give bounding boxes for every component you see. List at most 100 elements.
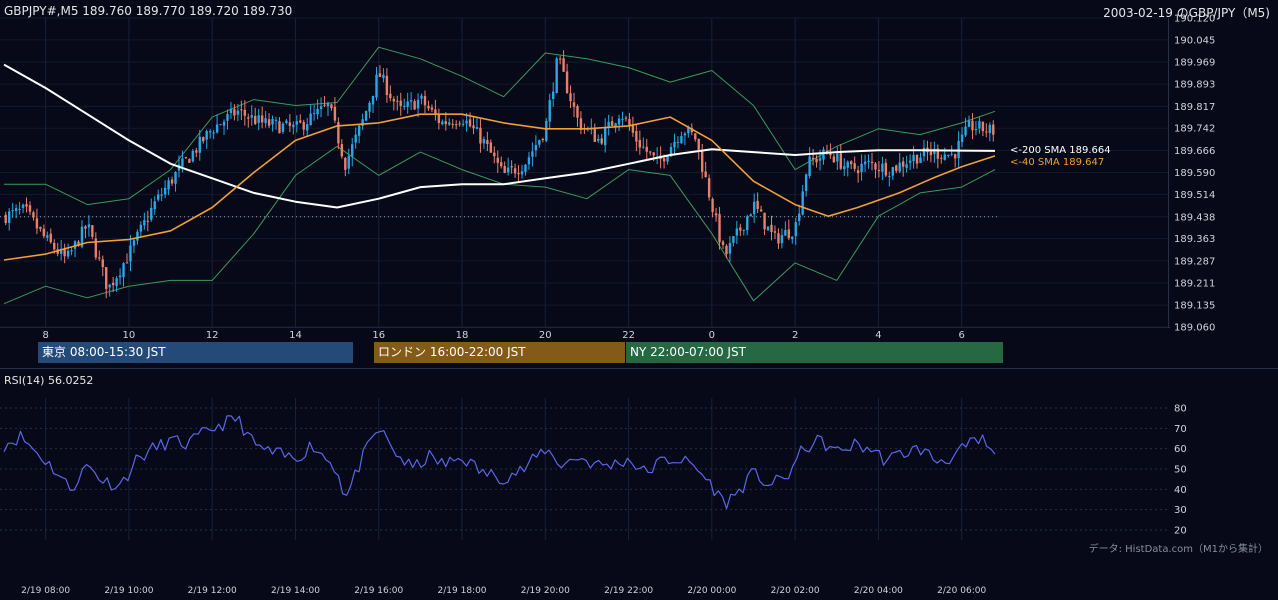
session-london: ロンドン 16:00-22:00 JST bbox=[374, 342, 625, 363]
candle-body bbox=[846, 161, 849, 168]
candle-body bbox=[108, 284, 111, 288]
candle-body bbox=[614, 123, 617, 128]
candle-body bbox=[506, 167, 510, 173]
price-x-tick-label: 18 bbox=[456, 330, 469, 341]
rsi-y-tick-label: 70 bbox=[1174, 424, 1187, 435]
candle-body bbox=[500, 162, 503, 167]
candle-body bbox=[42, 228, 46, 237]
candle-body bbox=[451, 123, 454, 125]
rsi-line bbox=[3, 415, 996, 510]
candle-body bbox=[260, 115, 264, 123]
candle-body bbox=[191, 150, 195, 162]
candle-body bbox=[853, 163, 856, 169]
candle-body bbox=[288, 122, 292, 126]
candle-body bbox=[63, 248, 66, 257]
candle-body bbox=[340, 144, 344, 157]
candle-body bbox=[385, 75, 389, 96]
candle-body bbox=[87, 224, 91, 228]
candle-body bbox=[156, 194, 160, 200]
candle-body bbox=[555, 58, 558, 94]
candle-body bbox=[364, 111, 368, 121]
candle-body bbox=[496, 157, 499, 163]
candle-body bbox=[316, 108, 319, 115]
candle-body bbox=[801, 191, 804, 215]
candle-body bbox=[541, 138, 545, 140]
candle-body bbox=[486, 140, 489, 145]
candle-body bbox=[420, 95, 423, 99]
sma40-label: <-40 SMA 189.647 bbox=[1010, 157, 1104, 168]
candle-body bbox=[804, 174, 808, 191]
candle-body bbox=[513, 168, 517, 174]
rsi-x-tick-label: 2/19 18:00 bbox=[438, 586, 487, 596]
candle-body bbox=[122, 263, 125, 278]
candle-body bbox=[136, 231, 139, 241]
candle-body bbox=[371, 95, 375, 105]
rsi-x-tick-label: 2/20 00:00 bbox=[687, 586, 736, 596]
candle-body bbox=[593, 128, 596, 142]
candle-body bbox=[687, 127, 690, 134]
candle-body bbox=[337, 122, 340, 144]
candle-body bbox=[326, 102, 330, 107]
candle-body bbox=[163, 187, 167, 195]
rsi-x-tick-label: 2/19 08:00 bbox=[21, 586, 70, 596]
candle-body bbox=[635, 131, 638, 142]
candle-body bbox=[558, 58, 562, 60]
candle-body bbox=[985, 131, 988, 133]
bollinger-upper-line bbox=[4, 46, 996, 206]
candle-body bbox=[174, 171, 177, 184]
candle-body bbox=[912, 154, 915, 162]
candle-body bbox=[66, 250, 70, 257]
candle-body bbox=[28, 205, 32, 212]
candle-body bbox=[285, 120, 288, 124]
candle-body bbox=[80, 226, 84, 247]
candle-body bbox=[607, 121, 610, 127]
candle-body bbox=[707, 178, 711, 198]
candle-body bbox=[233, 109, 236, 116]
candle-body bbox=[905, 164, 908, 169]
candle-body bbox=[444, 121, 447, 125]
candle-body bbox=[597, 138, 600, 141]
price-y-tick-label: 189.893 bbox=[1174, 80, 1215, 91]
price-x-tick-label: 20 bbox=[539, 330, 552, 341]
price-y-tick-label: 189.438 bbox=[1174, 212, 1215, 223]
candle-body bbox=[992, 124, 995, 135]
candle-body bbox=[780, 235, 784, 244]
candle-body bbox=[548, 100, 551, 122]
candle-body bbox=[770, 224, 773, 233]
candle-body bbox=[299, 120, 302, 123]
candle-body bbox=[565, 71, 569, 93]
candle-body bbox=[579, 118, 583, 130]
candle-body bbox=[652, 152, 655, 156]
candle-body bbox=[943, 154, 946, 160]
candle-body bbox=[683, 133, 687, 136]
candle-body bbox=[777, 233, 780, 244]
candle-body bbox=[215, 124, 219, 133]
candle-body bbox=[766, 226, 770, 231]
candle-body bbox=[929, 151, 933, 156]
price-y-tick-label: 189.590 bbox=[1174, 168, 1215, 179]
candle-body bbox=[818, 158, 822, 161]
candle-body bbox=[919, 157, 922, 163]
candle-body bbox=[406, 101, 409, 108]
rsi-y-tick-label: 40 bbox=[1174, 485, 1187, 496]
candle-body bbox=[254, 115, 257, 124]
rsi-x-tick-label: 2/19 16:00 bbox=[354, 586, 403, 596]
candle-body bbox=[427, 105, 430, 109]
candle-body bbox=[791, 236, 794, 240]
candle-body bbox=[624, 117, 628, 119]
candle-body bbox=[98, 257, 101, 259]
candle-body bbox=[323, 104, 326, 106]
price-y-tick-label: 189.287 bbox=[1174, 256, 1215, 267]
candle-body bbox=[170, 179, 174, 184]
rsi-x-tick-label: 2/19 10:00 bbox=[104, 586, 153, 596]
candle-body bbox=[153, 201, 156, 210]
candle-body bbox=[822, 149, 825, 160]
candle-body bbox=[333, 106, 337, 121]
candle-body bbox=[850, 161, 853, 165]
price-x-tick-label: 16 bbox=[372, 330, 385, 341]
candle-body bbox=[915, 154, 919, 164]
session-ny: NY 22:00-07:00 JST bbox=[626, 342, 1003, 363]
candle-body bbox=[375, 74, 378, 98]
candle-body bbox=[278, 121, 281, 134]
candle-body bbox=[479, 127, 482, 144]
